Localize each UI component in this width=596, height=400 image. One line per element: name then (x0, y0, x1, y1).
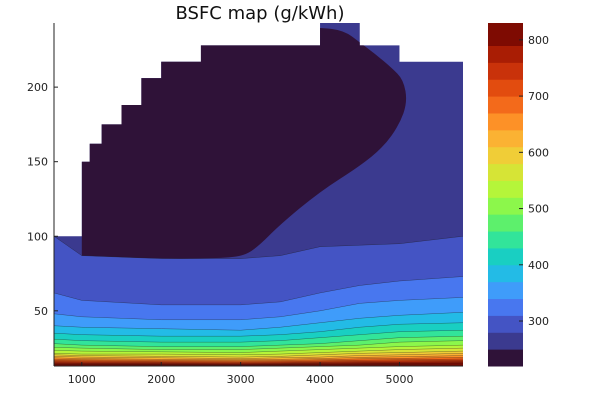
contour-line-790 (54, 363, 463, 366)
colorbar-band-610 (488, 129, 523, 148)
colorbar-tick-label-500: 500 (528, 203, 549, 216)
colorbar-band-670 (488, 96, 523, 114)
colorbar-band-790 (488, 23, 523, 46)
colorbar-band-430 (488, 231, 523, 249)
contour-line-700 (54, 360, 463, 363)
contour-line-430 (54, 335, 463, 347)
y-tick-label-150: 150 (27, 156, 48, 169)
colorbar-tick-label-700: 700 (528, 90, 549, 103)
x-tick-label-5000: 5000 (385, 373, 413, 386)
colorbar-band-490 (488, 197, 523, 215)
colorbar-tick-label-800: 800 (528, 34, 549, 47)
colorbar-band-400 (488, 247, 523, 266)
colorbar-band-310 (488, 298, 523, 316)
chart-title: BSFC map (g/kWh) (176, 3, 345, 24)
contour-line-640 (54, 357, 463, 362)
contour-line-670 (54, 358, 463, 363)
contour-lines (54, 236, 463, 366)
colorbar-band-460 (488, 214, 523, 232)
contour-line-250 (54, 236, 463, 259)
colorbar-tick-label-600: 600 (528, 146, 549, 159)
contour-line-550 (54, 350, 463, 358)
contour-line-760 (54, 362, 463, 365)
contour-line-490 (54, 344, 463, 353)
y-tick-label-50: 50 (34, 305, 48, 318)
optimal-region (81, 27, 407, 259)
x-tick-label-1000: 1000 (68, 373, 96, 386)
colorbar: 300 400 500 600 700 800 (488, 23, 549, 367)
contour-line-580 (54, 353, 463, 359)
colorbar-tick-label-400: 400 (528, 259, 549, 272)
contour-line-520 (54, 347, 463, 356)
contour-line-340 (54, 312, 463, 331)
colorbar-band-640 (488, 112, 523, 131)
contour-line-610 (54, 355, 463, 360)
y-tick-label-100: 100 (27, 230, 48, 243)
colorbar-band-340 (488, 281, 523, 300)
colorbar-band-520 (488, 180, 523, 198)
colorbar-band-760 (488, 45, 523, 63)
colorbar-band-370 (488, 264, 523, 283)
contour-line-280 (54, 276, 463, 306)
x-tick-label-4000: 4000 (306, 373, 334, 386)
colorbar-band-700 (488, 79, 523, 97)
x-tick-label-3000: 3000 (227, 373, 255, 386)
colorbar-band-220 (488, 349, 523, 367)
contour-line-460 (54, 340, 463, 350)
colorbar-band-250 (488, 332, 523, 350)
x-tick-label-2000: 2000 (147, 373, 175, 386)
contour-line-370 (54, 322, 463, 337)
contour-line-730 (54, 361, 463, 364)
colorbar-band-730 (488, 62, 523, 80)
y-tick-label-200: 200 (27, 81, 48, 94)
plot-area (54, 23, 463, 366)
colorbar-tick-label-300: 300 (528, 315, 549, 328)
colorbar-band-550 (488, 163, 523, 181)
axes: 1000 2000 3000 4000 5000 50 100 150 200 (27, 23, 463, 386)
colorbar-band-280 (488, 315, 523, 333)
colorbar-band-580 (488, 146, 523, 165)
contour-line-310 (54, 297, 463, 321)
contour-line-400 (54, 329, 463, 343)
